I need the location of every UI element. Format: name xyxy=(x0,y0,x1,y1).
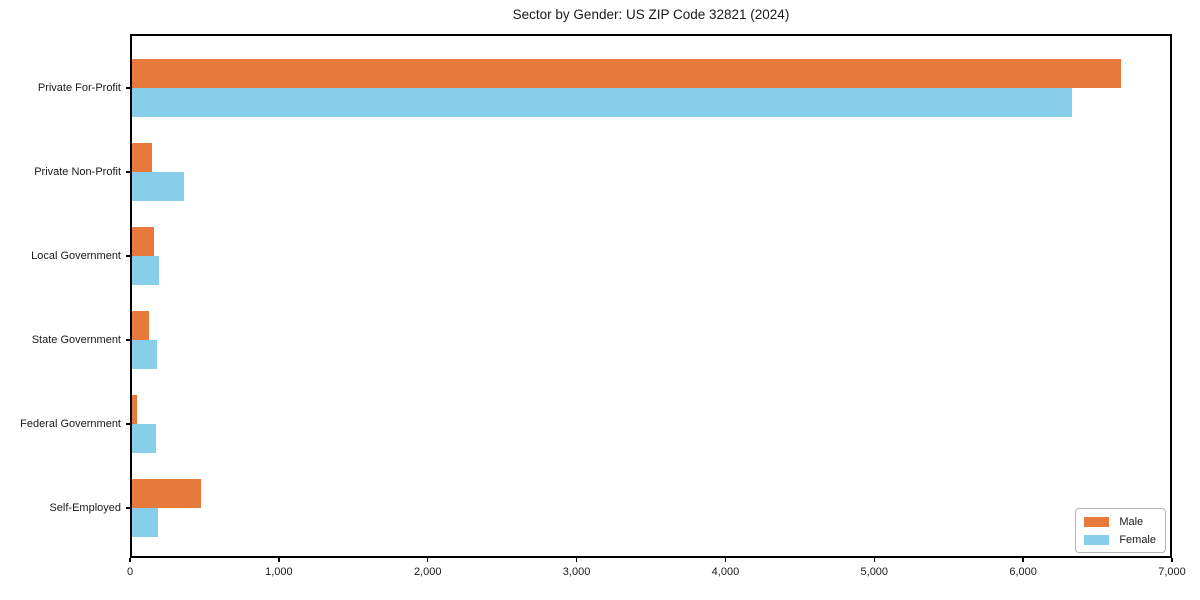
bar-female-federal-government xyxy=(130,424,157,453)
x-tick-label-0: 0 xyxy=(126,566,134,578)
x-tick-mark xyxy=(278,558,280,562)
legend-label-female: Female xyxy=(1119,533,1156,546)
y-tick-mark xyxy=(126,87,130,89)
bar-male-private-for-profit xyxy=(130,59,1122,88)
bar-male-state-government xyxy=(130,311,150,340)
y-tick-label-private-non-profit: Private Non-Profit xyxy=(34,166,121,178)
legend-item-male: Male xyxy=(1084,515,1156,528)
legend-swatch-male xyxy=(1084,516,1110,527)
y-tick-label-private-for-profit: Private For-Profit xyxy=(37,82,121,94)
x-tick-mark xyxy=(724,558,727,562)
y-tick-label-state-government: State Government xyxy=(31,334,121,346)
legend-item-female: Female xyxy=(1084,533,1156,546)
legend: Male Female xyxy=(1075,508,1166,553)
y-tick-label-self-employed: Self-Employed xyxy=(49,502,121,514)
y-tick-mark xyxy=(126,255,130,257)
x-tick-label-4000: 4,000 xyxy=(711,566,740,578)
bar-female-private-non-profit xyxy=(130,172,185,201)
bar-female-self-employed xyxy=(130,508,159,537)
bar-male-local-government xyxy=(130,227,154,256)
x-tick-label-5000: 5,000 xyxy=(860,566,889,578)
x-tick-mark xyxy=(1022,558,1024,562)
x-tick-mark xyxy=(575,558,578,562)
bar-female-private-for-profit xyxy=(130,88,1073,117)
x-tick-label-7000: 7,000 xyxy=(1158,566,1186,578)
x-tick-label-3000: 3,000 xyxy=(562,566,591,578)
bar-female-local-government xyxy=(130,256,159,285)
y-tick-mark xyxy=(126,339,130,341)
x-tick-mark xyxy=(427,558,429,562)
spine-bottom xyxy=(130,556,1172,558)
plot-area: Male Female xyxy=(130,34,1172,558)
x-tick-mark xyxy=(1171,558,1173,562)
x-tick-mark xyxy=(129,558,131,562)
x-tick-label-6000: 6,000 xyxy=(1009,566,1037,578)
y-tick-mark xyxy=(126,171,130,173)
spine-top xyxy=(130,34,1172,36)
bar-male-private-non-profit xyxy=(130,143,152,172)
bar-female-state-government xyxy=(130,340,157,369)
x-tick-label-2000: 2,000 xyxy=(413,566,442,578)
x-tick-label-1000: 1,000 xyxy=(265,566,293,578)
spine-right xyxy=(1170,34,1172,558)
y-tick-label-federal-government: Federal Government xyxy=(20,418,121,430)
spine-left xyxy=(130,34,132,558)
y-tick-mark xyxy=(126,423,130,425)
chart-title: Sector by Gender: US ZIP Code 32821 (202… xyxy=(512,7,790,22)
legend-swatch-female xyxy=(1084,534,1110,545)
x-tick-mark xyxy=(873,558,875,562)
y-tick-label-local-government: Local Government xyxy=(31,250,121,262)
legend-label-male: Male xyxy=(1119,515,1144,528)
y-tick-mark xyxy=(126,507,130,509)
bar-male-federal-government xyxy=(130,395,137,424)
bar-male-self-employed xyxy=(130,479,201,508)
